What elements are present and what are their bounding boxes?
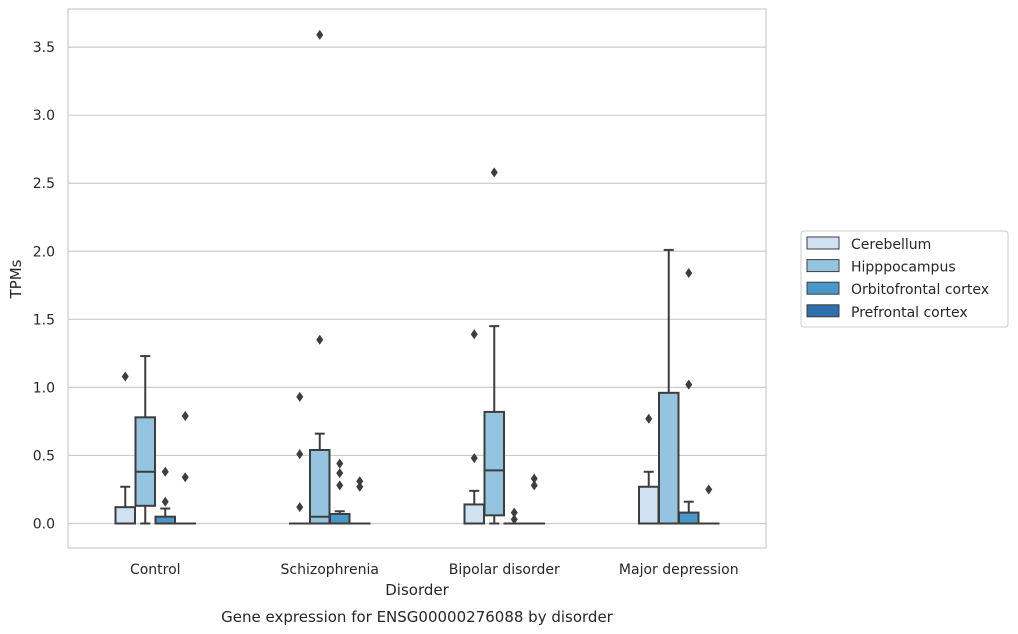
outlier-point (470, 329, 478, 340)
box-iqr (309, 449, 331, 525)
outlier-point (336, 458, 344, 469)
box-group (698, 484, 720, 525)
box-group (289, 391, 311, 525)
box-group (309, 29, 331, 525)
box-group (329, 458, 351, 525)
outlier-point (705, 484, 713, 495)
outlier-point (296, 502, 304, 513)
y-tick-label: 0.0 (33, 517, 55, 533)
box-group (658, 248, 680, 525)
outlier-point (336, 480, 344, 491)
y-tick-label: 1.5 (33, 312, 55, 328)
x-tick-label: Control (130, 562, 181, 578)
outlier-point (356, 481, 364, 492)
legend: Cerebellum Hipppocampus Orbitofrontal cort… (800, 230, 1009, 328)
y-tick-label: 3.0 (33, 108, 55, 124)
box-group (678, 268, 700, 525)
y-tick-label: 3.5 (33, 40, 55, 56)
box-iqr (114, 506, 136, 525)
outlier-point (316, 29, 324, 40)
outlier-point (121, 371, 129, 382)
outlier-point (296, 449, 304, 460)
x-tick-label: Bipolar disorder (449, 562, 560, 578)
outlier-point (181, 472, 189, 483)
box-group (503, 507, 525, 525)
outlier-point (645, 413, 653, 424)
box-group (134, 355, 156, 525)
box-iqr (154, 515, 176, 525)
outlier-point (470, 453, 478, 464)
outlier-point (490, 167, 498, 178)
legend-label: Hipppocampus (851, 260, 956, 276)
y-tick-label: 1.0 (33, 380, 55, 396)
x-tick-label: Schizophrenia (281, 562, 379, 578)
y-tick-label: 0.5 (33, 448, 55, 464)
box-iqr (483, 410, 505, 517)
box-group (154, 466, 176, 525)
outlier-point (336, 468, 344, 479)
outlier-point (510, 507, 518, 518)
box-iqr (134, 416, 156, 507)
y-tick-label: 2.0 (33, 244, 55, 260)
outlier-point (530, 473, 538, 484)
y-axis-title: TPMs (7, 259, 25, 299)
plot-frame (67, 8, 767, 549)
box-iqr (329, 512, 351, 525)
box-iqr (678, 511, 700, 525)
boxes (114, 29, 720, 525)
box-group (638, 413, 660, 525)
y-tick-label: 2.5 (33, 176, 55, 192)
legend-label: Orbitofrontal cortex (851, 282, 989, 298)
box-group (463, 329, 485, 525)
box-group (114, 371, 136, 525)
box-group (174, 410, 196, 525)
legend-label: Prefrontal cortex (851, 305, 968, 321)
legend-swatch (806, 236, 840, 250)
outlier-point (685, 268, 693, 279)
outlier-point (161, 496, 169, 507)
box-group (483, 167, 505, 525)
outlier-point (356, 476, 364, 487)
box-iqr (463, 503, 485, 525)
outlier-point (316, 334, 324, 345)
box-iqr (658, 391, 680, 525)
legend-frame (800, 230, 1009, 328)
legend-label: Cerebellum (851, 237, 931, 253)
box-iqr (638, 485, 660, 525)
x-tick-labels: Control Schizophrenia Bipolar disorder Majo… (130, 562, 739, 578)
outlier-point (161, 466, 169, 477)
outlier-point (181, 410, 189, 421)
box-group (349, 476, 371, 525)
x-axis-title: Disorder (385, 581, 449, 599)
figure-caption: Gene expression for ENSG00000276088 by d… (221, 608, 614, 626)
outlier-point (530, 480, 538, 491)
legend-swatch (806, 259, 840, 273)
outlier-point (510, 514, 518, 525)
legend-swatch (806, 281, 840, 295)
outlier-point (296, 391, 304, 402)
box-group (523, 473, 545, 525)
y-tick-labels: 0.0 0.5 1.0 1.5 2.0 2.5 3.0 3.5 (33, 40, 55, 532)
outlier-point (685, 379, 693, 390)
x-tick-label: Major depression (619, 562, 739, 578)
gridlines (68, 46, 766, 525)
legend-swatch (806, 304, 840, 318)
